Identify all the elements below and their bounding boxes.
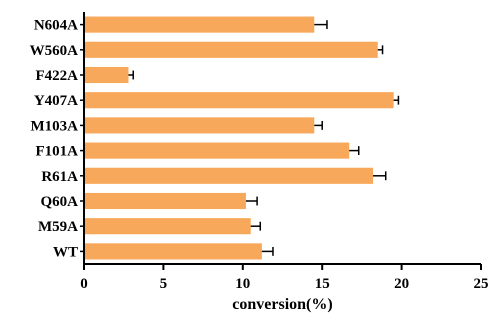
bar-n604a <box>84 16 315 33</box>
category-label-y407a: Y407A <box>34 93 78 109</box>
category-label-f422a: F422A <box>36 68 79 84</box>
error-bar-r61a <box>373 171 387 181</box>
bars-layer <box>84 16 394 260</box>
error-bar-m59a <box>250 221 262 231</box>
error-bar-f422a <box>128 70 134 80</box>
category-label-q60a: Q60A <box>41 194 79 210</box>
category-label-n604a: N604A <box>34 18 78 34</box>
bar-m59a <box>84 218 251 235</box>
category-label-wt: WT <box>53 244 78 260</box>
error-bar-w560a <box>377 45 384 55</box>
x-ticks: 0 5 10 15 20 25 <box>80 264 489 292</box>
error-bar-f101a <box>349 146 360 156</box>
bar-f101a <box>84 142 350 159</box>
x-tick-label-20: 20 <box>394 276 409 292</box>
error-bar-wt <box>261 246 274 256</box>
error-bar-q60a <box>245 196 258 206</box>
x-tick-label-10: 10 <box>235 276 250 292</box>
category-label-w560a: W560A <box>30 43 79 59</box>
category-label-r61a: R61A <box>41 169 78 185</box>
x-tick-label-0: 0 <box>80 276 88 292</box>
error-bars-layer <box>128 20 400 256</box>
axes-layer <box>83 12 481 265</box>
bar-y407a <box>84 92 394 109</box>
bar-r61a <box>84 167 374 184</box>
category-label-f101a: F101A <box>36 144 79 160</box>
bar-q60a <box>84 192 246 210</box>
x-axis-title: conversion(%) <box>232 296 332 313</box>
bar-w560a <box>84 41 378 58</box>
bar-f422a <box>84 66 129 84</box>
error-bar-y407a <box>393 95 400 105</box>
category-labels: N604A W560A F422A Y407A M103A F101A R61A Q60A M5… <box>30 18 84 260</box>
bar-m103a <box>84 117 315 134</box>
category-label-m103a: M103A <box>31 118 79 134</box>
x-tick-label-15: 15 <box>315 276 330 292</box>
bar-wt <box>84 243 262 260</box>
x-tick-label-5: 5 <box>160 276 168 292</box>
category-label-m59a: M59A <box>38 219 78 235</box>
error-bar-n604a <box>314 20 328 30</box>
error-bar-m103a <box>314 120 323 130</box>
x-tick-label-25: 25 <box>474 276 489 292</box>
